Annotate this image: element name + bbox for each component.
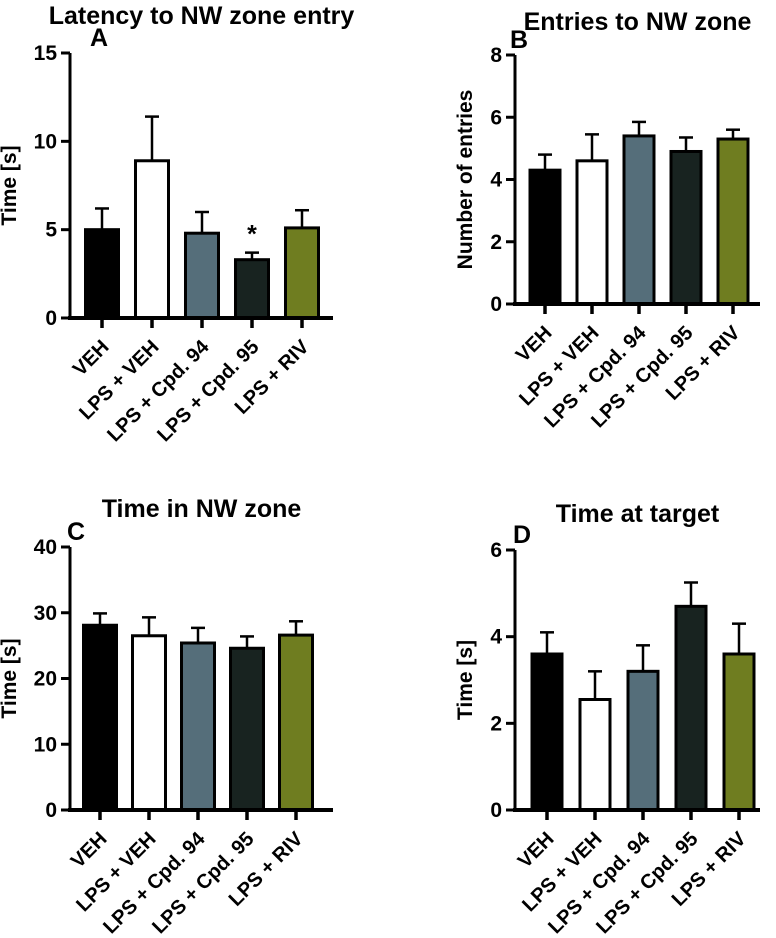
- bar: [234, 258, 270, 320]
- bar: [82, 623, 118, 812]
- y-tick-label: 4: [490, 169, 502, 192]
- bar: [184, 231, 220, 320]
- y-tick-label: 0: [45, 307, 57, 330]
- y-tick-label: 40: [34, 536, 57, 559]
- bar: [716, 137, 750, 306]
- y-tick-label: 30: [34, 602, 57, 625]
- bar: [722, 652, 756, 812]
- panel-c-title: Time in NW zone: [101, 495, 302, 523]
- bar: [530, 652, 564, 812]
- bar: [622, 134, 656, 306]
- bar: [578, 698, 612, 812]
- bar: [180, 641, 216, 812]
- y-tick-label: 0: [490, 293, 502, 316]
- panel-a: Latency to NW zone entry A VEH LPS + VEH L…: [0, 0, 388, 469]
- significance-star: *: [247, 221, 257, 249]
- y-tick-label: 4: [490, 626, 502, 649]
- y-tick-label: 0: [490, 799, 502, 822]
- x-category-label: VEH: [67, 828, 112, 873]
- y-axis-label: Number of entries: [454, 90, 477, 270]
- panel-d-letter: D: [513, 521, 532, 549]
- panel-b-title: Entries to NW zone: [523, 8, 752, 36]
- bar: [134, 159, 170, 320]
- panel-b: Entries to NW zone B VEH LPS + VEH LPS + C…: [388, 0, 776, 469]
- y-axis-label: Time [s]: [0, 145, 21, 225]
- bar: [575, 159, 609, 306]
- x-category-label: VEH: [69, 336, 114, 381]
- y-tick-label: 20: [34, 668, 57, 691]
- bar: [674, 604, 708, 812]
- y-axis-label: Time [s]: [454, 640, 477, 720]
- bar: [669, 149, 703, 306]
- y-tick-label: 15: [34, 42, 58, 65]
- bar: [626, 669, 660, 812]
- bar: [131, 634, 167, 812]
- y-tick-label: 6: [490, 106, 502, 129]
- y-tick-label: 5: [45, 219, 57, 242]
- y-tick-label: 6: [490, 539, 502, 562]
- panel-b-letter: B: [510, 26, 529, 54]
- panel-d: Time at target D VEH LPS + VEH LPS + Cpd. …: [388, 469, 776, 938]
- y-tick-label: 10: [34, 733, 57, 756]
- panel-a-title: Latency to NW zone entry: [48, 2, 355, 30]
- y-tick-label: 8: [490, 44, 502, 67]
- bar: [84, 228, 120, 320]
- bar: [278, 633, 314, 812]
- bar: [284, 226, 320, 320]
- y-tick-label: 2: [490, 231, 502, 254]
- panel-c-letter: C: [67, 518, 86, 546]
- y-axis-label: Time [s]: [0, 638, 21, 718]
- panel-d-title: Time at target: [555, 500, 720, 528]
- bar: [229, 646, 265, 812]
- y-tick-label: 2: [490, 712, 502, 735]
- panel-c: Time in NW zone C VEH LPS + VEH LPS + Cpd.…: [0, 469, 388, 938]
- y-tick-label: 0: [45, 799, 57, 822]
- bar: [528, 168, 562, 306]
- panel-a-letter: A: [90, 24, 109, 52]
- y-tick-label: 10: [34, 130, 57, 153]
